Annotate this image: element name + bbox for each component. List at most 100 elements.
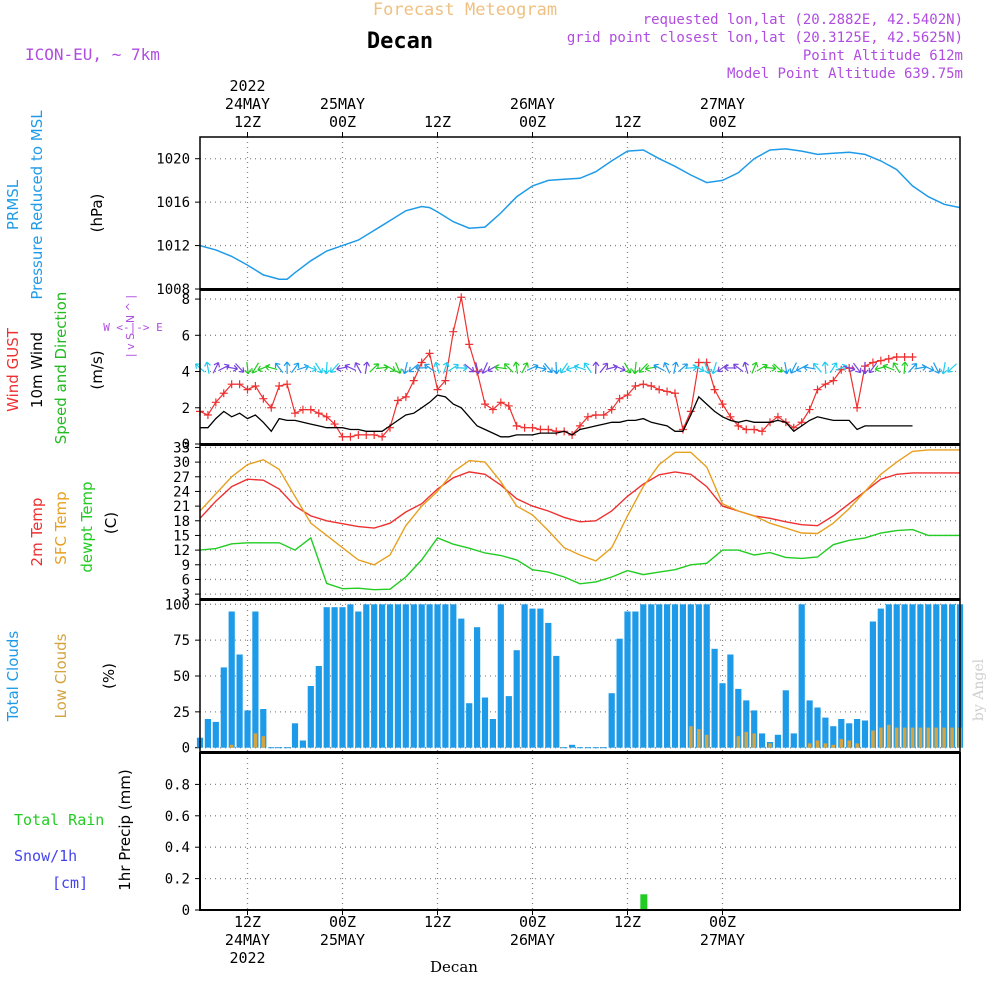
total-clouds-bar: [608, 693, 615, 748]
pressure-label-msl: Pressure Reduced to MSL: [28, 110, 46, 300]
gust-marker: [409, 376, 418, 385]
low-clouds-bar: [950, 727, 954, 748]
wind-direction-arrow: [868, 362, 878, 374]
wind-direction-arrow: [829, 362, 838, 374]
total-clouds-bar: [632, 611, 639, 748]
gust-marker: [647, 382, 656, 391]
wind-direction-arrow: [408, 363, 419, 373]
total-clouds-bar: [727, 654, 734, 748]
ytick-label-temperature: 30: [173, 455, 190, 471]
wind-direction-arrow: [763, 364, 777, 372]
total-clouds-bar: [347, 604, 354, 748]
gust-marker: [552, 427, 561, 436]
total-clouds-bar: [450, 604, 457, 748]
low-clouds-bar: [768, 743, 772, 748]
ytick-label-pressure: 1020: [156, 152, 190, 168]
gust-marker: [243, 385, 252, 394]
wind-direction-arrow: [512, 361, 520, 374]
total-clouds-bar: [885, 604, 892, 748]
total-clouds-bar: [521, 604, 528, 748]
header-title: Forecast Meteogram: [373, 0, 557, 20]
gust-marker: [441, 376, 450, 385]
xtick-label-bottom: 00Z: [329, 913, 356, 931]
gust-marker: [362, 430, 371, 439]
wind-direction-arrow: [474, 361, 482, 375]
xtick-label-top: 00Z: [709, 113, 736, 131]
gust-marker: [330, 420, 339, 429]
total-clouds-bar: [434, 604, 441, 748]
ytick-label-wind: 4: [182, 365, 190, 381]
gust-marker: [322, 412, 331, 421]
wind-direction-arrow: [613, 365, 626, 373]
total-clouds-bar: [394, 604, 401, 748]
xtick-label-bottom: 00Z: [709, 913, 736, 931]
total-clouds-bar: [299, 740, 306, 748]
total-clouds-bar: [244, 710, 251, 748]
total-clouds-bar: [529, 608, 536, 748]
wind-direction-arrow: [314, 362, 323, 374]
low-clouds-bar: [887, 724, 891, 748]
wind-direction-arrow: [264, 363, 278, 371]
gust-marker: [425, 349, 434, 358]
xtick-label-top: 26MAY: [510, 95, 555, 113]
total-clouds-bar: [664, 604, 671, 748]
total-clouds-bar: [371, 604, 378, 748]
wind-line: [200, 394, 913, 438]
xtick-label-bottom: 2022: [229, 949, 265, 967]
total-clouds-bar: [323, 607, 330, 748]
xtick-label-top: 00Z: [519, 113, 546, 131]
ytick-label-precipitation: 0: [182, 903, 190, 919]
total-clouds-bar: [711, 648, 718, 748]
total-clouds-bar: [315, 666, 322, 748]
wind-direction-arrow: [751, 361, 759, 374]
total-clouds-bar: [719, 683, 726, 748]
wind-direction-arrow: [908, 362, 918, 373]
total-clouds-bar: [877, 608, 884, 748]
header-location: Decan: [367, 29, 433, 54]
wind-direction-arrow: [354, 362, 362, 374]
rain-bar: [640, 894, 648, 910]
total-clouds-bar: [545, 622, 552, 748]
low-clouds-bar: [831, 744, 836, 748]
ytick-label-temperature: 15: [173, 528, 190, 544]
gust-marker: [457, 293, 466, 302]
gust-marker: [750, 425, 759, 434]
low-clouds-bar: [942, 727, 946, 748]
xtick-label-top: 25MAY: [320, 95, 365, 113]
gust-marker: [235, 380, 244, 389]
gust-marker: [370, 430, 379, 439]
gust-marker: [283, 380, 292, 389]
total-clouds-bar: [410, 604, 417, 748]
wind-direction-arrow: [733, 363, 744, 373]
wind-direction-arrow: [932, 362, 941, 374]
gust-marker: [465, 340, 474, 349]
rain-legend: Total Rain: [14, 811, 104, 829]
wind-direction-arrow: [401, 361, 409, 375]
wind-direction-arrow: [795, 364, 808, 373]
total-clouds-bar: [798, 604, 805, 748]
temp2m-line: [199, 471, 960, 529]
wind-direction-arrow: [448, 363, 459, 372]
xtick-label-bottom: 27MAY: [700, 931, 745, 949]
low-clouds-bar: [752, 733, 756, 748]
low-clouds-bar: [871, 730, 875, 748]
wind-direction-arrow: [782, 361, 790, 375]
xtick-label-bottom: 12Z: [234, 913, 261, 931]
gust-marker: [702, 358, 711, 367]
pressure-line: [199, 148, 961, 280]
wind-direction-arrow: [235, 363, 245, 373]
total-clouds-bar: [481, 697, 489, 748]
total-clouds-bar: [695, 604, 702, 748]
gust-marker: [599, 411, 608, 420]
low-clouds-bar: [815, 740, 820, 748]
wind-direction-arrow: [717, 363, 728, 373]
xtick-label-bottom: 24MAY: [225, 931, 270, 949]
wind-direction-arrow: [922, 364, 935, 373]
xtick-label-top: 24MAY: [225, 95, 270, 113]
gust-marker: [718, 400, 727, 409]
dewpt-label: dewpt Temp: [78, 481, 96, 572]
wind-direction-arrow: [901, 361, 909, 374]
pressure-unit: (hPa): [88, 194, 106, 233]
gust-marker: [528, 423, 537, 432]
